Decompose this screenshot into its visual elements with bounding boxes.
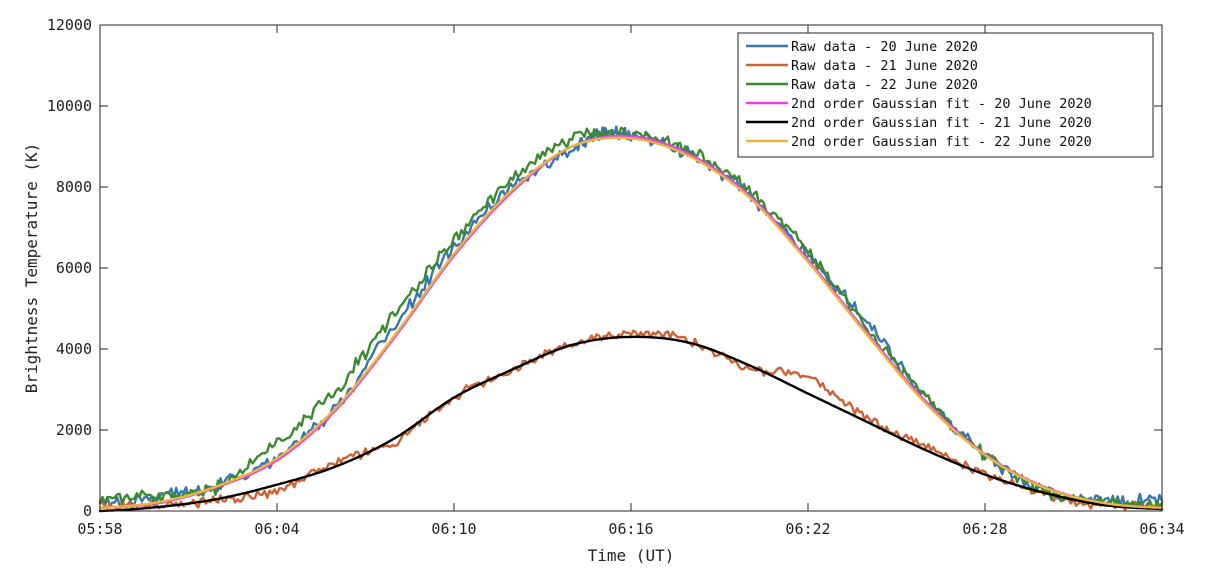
x-tick-label-2: 06:10 — [431, 520, 476, 538]
x-tick-label-6: 06:34 — [1139, 520, 1184, 538]
legend: Raw data - 20 June 2020 Raw data - 21 Jun… — [737, 32, 1154, 158]
y-tick-label-5: 10000 — [47, 97, 92, 115]
x-tick-label-1: 06:04 — [254, 520, 299, 538]
x-tick-label-4: 06:22 — [785, 520, 830, 538]
y-tick-label-4: 8000 — [56, 178, 92, 196]
legend-label-0: Raw data - 20 June 2020 — [791, 39, 978, 55]
x-tick-label-5: 06:28 — [962, 520, 1007, 538]
legend-label-2: Raw data - 22 June 2020 — [791, 77, 978, 93]
y-tick-label-0: 0 — [83, 502, 92, 520]
series-line-2nd-order-gaussian-fit-22-june-2020 — [98, 136, 1164, 509]
x-axis: 05:58 06:04 06:10 06:16 06:22 06:28 06:34 — [77, 25, 1185, 538]
legend-box — [737, 32, 1154, 158]
series-line-2nd-order-gaussian-fit-21-june-2020 — [98, 335, 1164, 513]
y-tick-label-1: 2000 — [56, 421, 92, 439]
y-tick-label-3: 6000 — [56, 259, 92, 277]
y-axis-label: Brightness Temperature (K) — [22, 143, 41, 393]
y-tick-label-6: 12000 — [47, 16, 92, 34]
legend-label-1: Raw data - 21 June 2020 — [791, 58, 978, 74]
series-layer — [98, 125, 1164, 513]
x-tick-label-3: 06:16 — [608, 520, 653, 538]
x-axis-label: Time (UT) — [588, 546, 675, 565]
legend-label-4: 2nd order Gaussian fit - 21 June 2020 — [791, 115, 1092, 131]
y-tick-label-2: 4000 — [56, 340, 92, 358]
y-axis: 0 2000 4000 6000 8000 10000 12000 — [47, 16, 1162, 520]
series-line-raw-data-21-june-2020 — [98, 329, 1164, 512]
legend-label-3: 2nd order Gaussian fit - 20 June 2020 — [791, 96, 1092, 112]
x-tick-label-0: 05:58 — [77, 520, 122, 538]
legend-label-5: 2nd order Gaussian fit - 22 June 2020 — [791, 134, 1092, 150]
